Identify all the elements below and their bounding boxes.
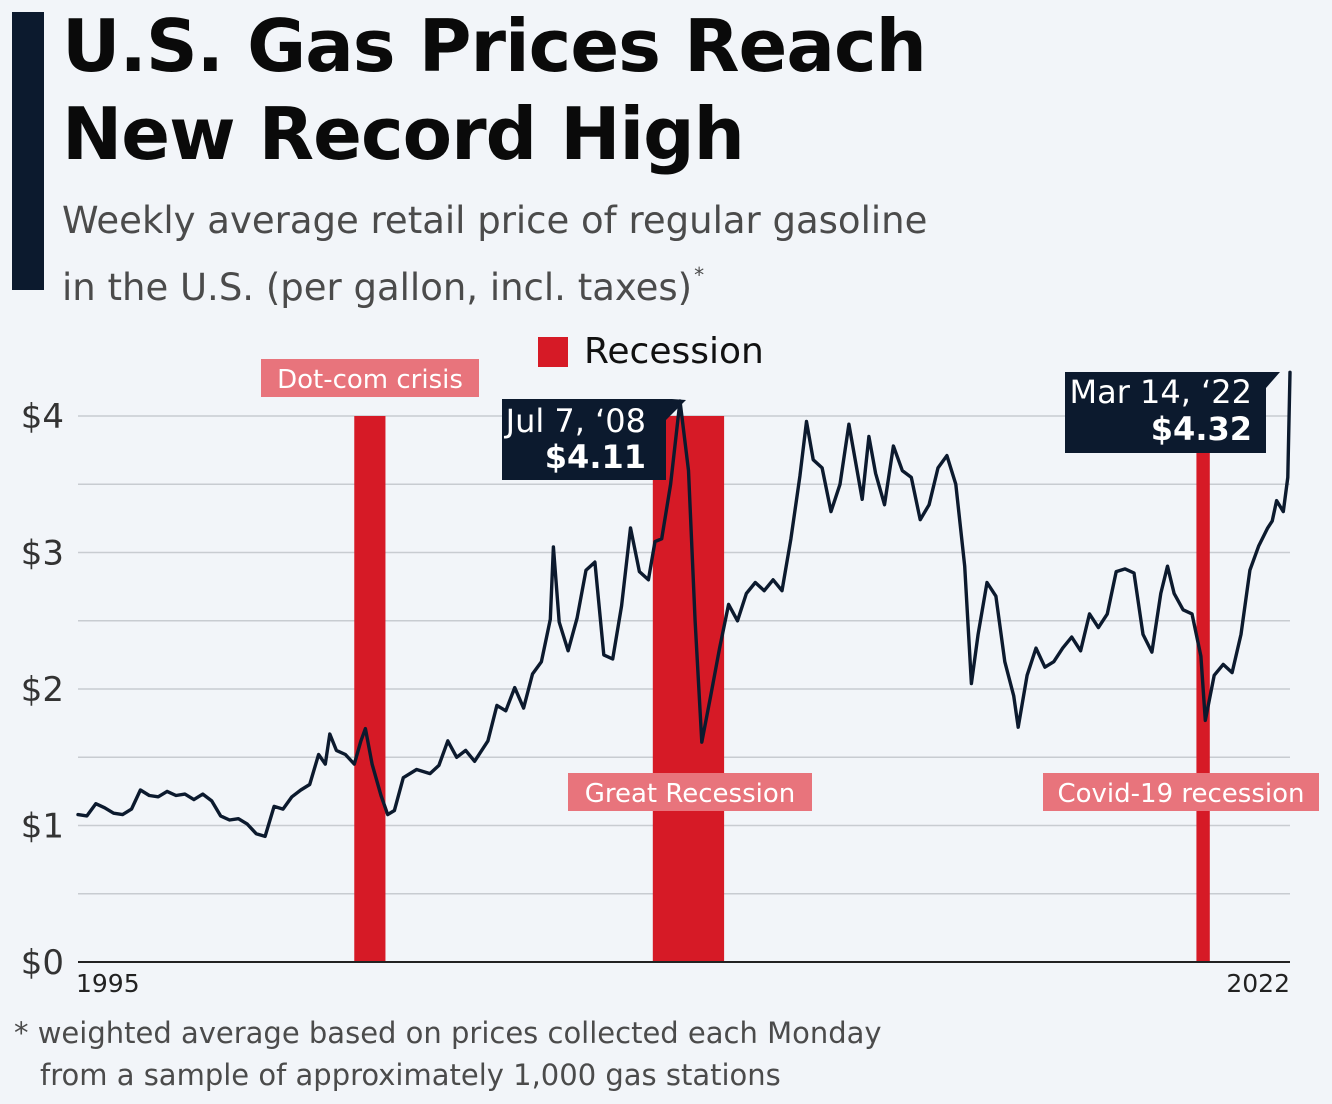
footnote-line-1: * weighted average based on prices colle… (14, 1016, 882, 1050)
y-tick-label: $1 (21, 807, 64, 847)
recession-label: Covid-19 recession (1057, 779, 1304, 809)
subtitle-line-2-text: in the U.S. (per gallon, incl. taxes) (62, 266, 693, 309)
callout-peak-2022-date: Mar 14, ‘22 (1070, 373, 1253, 411)
callout-peak-2008-box (502, 399, 686, 480)
subtitle-footnote-marker: * (694, 263, 705, 287)
y-tick-label: $4 (21, 397, 64, 437)
recession-label: Great Recession (585, 779, 796, 809)
chart-title: U.S. Gas Prices Reach New Record High (62, 2, 927, 178)
callout-peak-2022-box (1065, 372, 1280, 453)
x-tick-label: 1995 (76, 969, 140, 998)
recession-band (354, 416, 386, 962)
axis-layer: $0 $1 $2 $3 $4 1995 2022 (21, 397, 1290, 998)
title-line-2: New Record High (62, 92, 745, 176)
recession-label-bg (568, 773, 812, 811)
footnote-line-2: from a sample of approximately 1,000 gas… (40, 1058, 781, 1092)
legend-swatch-recession (538, 337, 568, 367)
recession-label-bg (1043, 773, 1319, 811)
y-tick-label: $2 (21, 670, 64, 710)
callout-peak-2008-value: $4.11 (545, 438, 646, 476)
subtitle-line-1: Weekly average retail price of regular g… (62, 199, 928, 242)
callout-peak-2022-value: $4.32 (1151, 410, 1252, 448)
title-line-1: U.S. Gas Prices Reach (62, 4, 927, 88)
recession-label: Dot-com crisis (277, 365, 463, 395)
x-tick-label: 2022 (1226, 969, 1290, 998)
subtitle-line-2: in the U.S. (per gallon, incl. taxes) * (62, 248, 927, 315)
line-layer (76, 370, 1292, 839)
legend-label-recession: Recession (584, 331, 764, 372)
chart-subtitle: Weekly average retail price of regular g… (62, 194, 927, 315)
recession-label-bg (261, 359, 479, 397)
footnote: * weighted average based on prices colle… (14, 1012, 882, 1096)
gas-price-chart: $0 $1 $2 $3 $4 1995 2022 Dot-com crisis Great R… (21, 331, 1319, 998)
y-tick-label: $3 (21, 534, 64, 574)
label-layer: Dot-com crisis Great Recession Covid-19 re… (261, 331, 1319, 811)
callout-peak-2008-date: Jul 7, ‘08 (504, 402, 646, 440)
price-line (76, 370, 1292, 839)
y-tick-label: $0 (21, 943, 64, 983)
title-accent-bar (12, 12, 44, 290)
